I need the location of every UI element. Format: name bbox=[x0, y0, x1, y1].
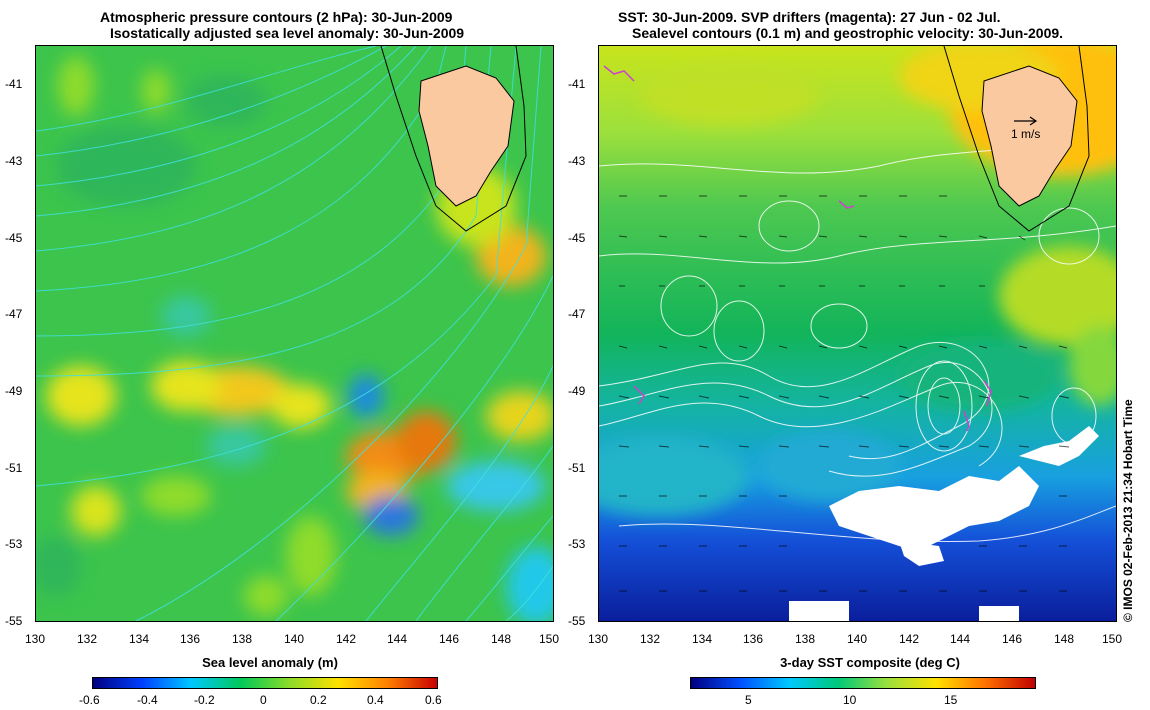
left-lat-tick: -43 bbox=[5, 154, 23, 168]
right-title-line2: Sealevel contours (0.1 m) and geostrophi… bbox=[632, 25, 1064, 41]
left-lon-tick: 150 bbox=[539, 632, 560, 646]
left-title-line2: Isostatically adjusted sea level anomaly… bbox=[110, 25, 465, 41]
left-colorbar-tick: 0.2 bbox=[310, 693, 327, 707]
right-lat-tick: -41 bbox=[568, 77, 586, 91]
right-lat-tick: -55 bbox=[568, 614, 586, 628]
right-lat-tick: -53 bbox=[568, 537, 586, 551]
right-lon-tick: 136 bbox=[743, 632, 764, 646]
right-lon-tick: 138 bbox=[795, 632, 816, 646]
left-lat-tick: -49 bbox=[5, 384, 23, 398]
sea-level-anomaly-map[interactable] bbox=[35, 45, 554, 622]
right-lon-tick: 142 bbox=[899, 632, 920, 646]
left-lat-tick: -55 bbox=[5, 614, 23, 628]
right-lon-tick: 130 bbox=[588, 632, 609, 646]
right-colorbar-label: 3-day SST composite (deg C) bbox=[780, 655, 960, 670]
right-lon-tick: 132 bbox=[640, 632, 661, 646]
sea-level-colorbar bbox=[92, 677, 438, 689]
right-colorbar-tick: 10 bbox=[843, 693, 857, 707]
right-lat-tick: -47 bbox=[568, 307, 586, 321]
left-title-line1: Atmospheric pressure contours (2 hPa): 3… bbox=[100, 9, 453, 25]
sst-map[interactable]: 1 m/s bbox=[598, 45, 1117, 622]
right-lon-tick: 134 bbox=[692, 632, 713, 646]
left-colorbar-tick: -0.6 bbox=[79, 693, 100, 707]
left-lon-tick: 146 bbox=[439, 632, 460, 646]
tasmania-land bbox=[418, 65, 515, 207]
left-lat-tick: -45 bbox=[5, 231, 23, 245]
right-lat-tick: -43 bbox=[568, 154, 586, 168]
left-lon-tick: 136 bbox=[180, 632, 201, 646]
left-lon-tick: 130 bbox=[25, 632, 46, 646]
right-title-line1: SST: 30-Jun-2009. SVP drifters (magenta)… bbox=[618, 9, 1001, 25]
velocity-scale-label: 1 m/s bbox=[1011, 127, 1040, 141]
left-lat-tick: -47 bbox=[5, 307, 23, 321]
left-colorbar-tick: -0.4 bbox=[137, 693, 158, 707]
right-lat-tick: -45 bbox=[568, 231, 586, 245]
left-lon-tick: 132 bbox=[77, 632, 98, 646]
left-lon-tick: 138 bbox=[232, 632, 253, 646]
left-colorbar-tick: 0.6 bbox=[425, 693, 442, 707]
left-lon-tick: 148 bbox=[491, 632, 512, 646]
right-lon-tick: 140 bbox=[847, 632, 868, 646]
left-colorbar-tick: -0.2 bbox=[194, 693, 215, 707]
left-lon-tick: 144 bbox=[387, 632, 408, 646]
right-lon-tick: 150 bbox=[1102, 632, 1123, 646]
imos-credit: © IMOS 02-Feb-2013 21:34 Hobart Time bbox=[1121, 399, 1135, 622]
left-lon-tick: 134 bbox=[129, 632, 150, 646]
left-colorbar-tick: 0 bbox=[260, 693, 267, 707]
right-lon-tick: 146 bbox=[1002, 632, 1023, 646]
right-lat-tick: -51 bbox=[568, 461, 586, 475]
left-lat-tick: -53 bbox=[5, 537, 23, 551]
right-colorbar-tick: 15 bbox=[944, 693, 958, 707]
left-colorbar-label: Sea level anomaly (m) bbox=[202, 655, 338, 670]
right-lon-tick: 144 bbox=[950, 632, 971, 646]
right-colorbar-tick: 5 bbox=[745, 693, 752, 707]
right-lat-tick: -49 bbox=[568, 384, 586, 398]
sst-colorbar bbox=[690, 677, 1036, 689]
tasmania-land bbox=[981, 65, 1078, 207]
left-colorbar-tick: 0.4 bbox=[367, 693, 384, 707]
left-lat-tick: -41 bbox=[5, 77, 23, 91]
left-lon-tick: 140 bbox=[284, 632, 305, 646]
left-lon-tick: 142 bbox=[336, 632, 357, 646]
velocity-scale-arrow bbox=[1014, 116, 1038, 126]
left-lat-tick: -51 bbox=[5, 461, 23, 475]
right-lon-tick: 148 bbox=[1054, 632, 1075, 646]
